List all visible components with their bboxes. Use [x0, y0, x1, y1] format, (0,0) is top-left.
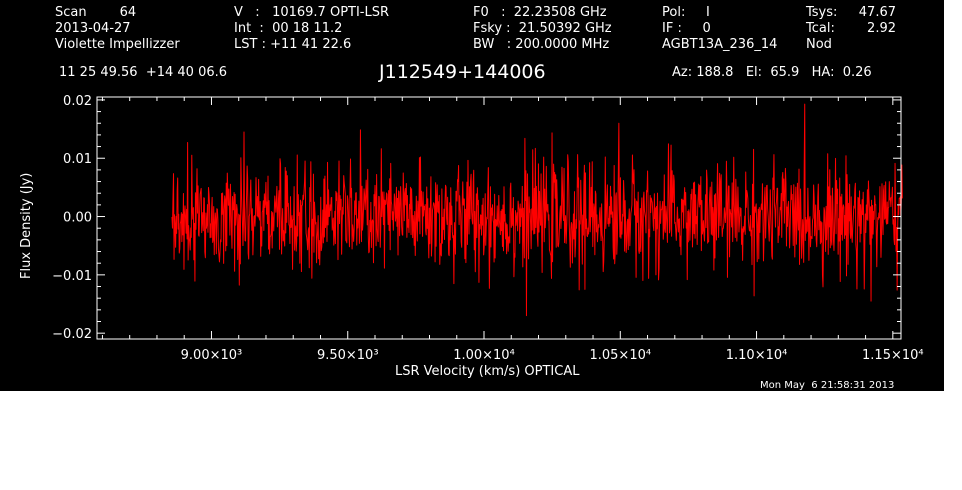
y-tick-label: −0.01	[52, 269, 92, 284]
x-axis-label: LSR Velocity (km/s) OPTICAL	[395, 364, 580, 379]
procedure-label: Nod	[806, 37, 832, 52]
coords-label: 11 25 49.56 +14 40 06.6	[59, 65, 228, 80]
fsky-label: Fsky : 21.50392 GHz	[473, 21, 612, 36]
if-label: IF : 0	[662, 21, 711, 36]
x-tick-label: 9.50×10³	[317, 348, 379, 363]
x-tick-label: 1.05×10⁴	[589, 348, 651, 363]
spectrum-line	[171, 103, 903, 317]
f0-label: F0 : 22.23508 GHz	[473, 5, 607, 20]
plot-frame	[96, 96, 902, 340]
observer-label: Violette Impellizzer	[55, 37, 180, 52]
tsys-value: 47.67	[858, 5, 896, 20]
lst-label: LST : +11 41 22.6	[234, 37, 352, 52]
project-label: AGBT13A_236_14	[662, 37, 778, 52]
int-label: Int : 00 18 11.2	[234, 21, 343, 36]
footer-timestamp: Mon May 6 21:58:31 2013	[760, 380, 895, 391]
az-el-ha-label: Az: 188.8 El: 65.9 HA: 0.26	[672, 65, 872, 80]
x-tick-label: 1.15×10⁴	[862, 348, 924, 363]
scan-label: Scan 64	[55, 5, 137, 20]
velocity-label: V : 10169.7 OPTI-LSR	[234, 5, 390, 20]
source-title: J112549+144006	[379, 61, 546, 83]
tcal-value: 2.92	[867, 21, 896, 36]
tsys-label: Tsys:	[806, 5, 838, 20]
x-tick-label: 1.00×10⁴	[453, 348, 515, 363]
x-tick-label: 1.10×10⁴	[726, 348, 788, 363]
y-tick-label: 0.00	[63, 211, 92, 226]
plot-panel	[0, 0, 944, 391]
tcal-label: Tcal:	[806, 21, 835, 36]
pol-label: Pol: I	[662, 5, 710, 20]
y-tick-label: 0.01	[63, 152, 92, 167]
y-tick-label: −0.02	[52, 327, 92, 342]
y-axis-label: Flux Density (Jy)	[19, 172, 34, 279]
bw-label: BW : 200.0000 MHz	[473, 37, 610, 52]
axes-layer: 9.00×10³ 9.50×10³ 1.00×10⁴ 1.05×10⁴ 1.10×10⁴…	[52, 94, 923, 363]
trace-layer	[171, 103, 903, 317]
x-tick-label: 9.00×10³	[181, 348, 243, 363]
date-label: 2013-04-27	[55, 21, 131, 36]
y-tick-label: 0.02	[63, 94, 92, 109]
